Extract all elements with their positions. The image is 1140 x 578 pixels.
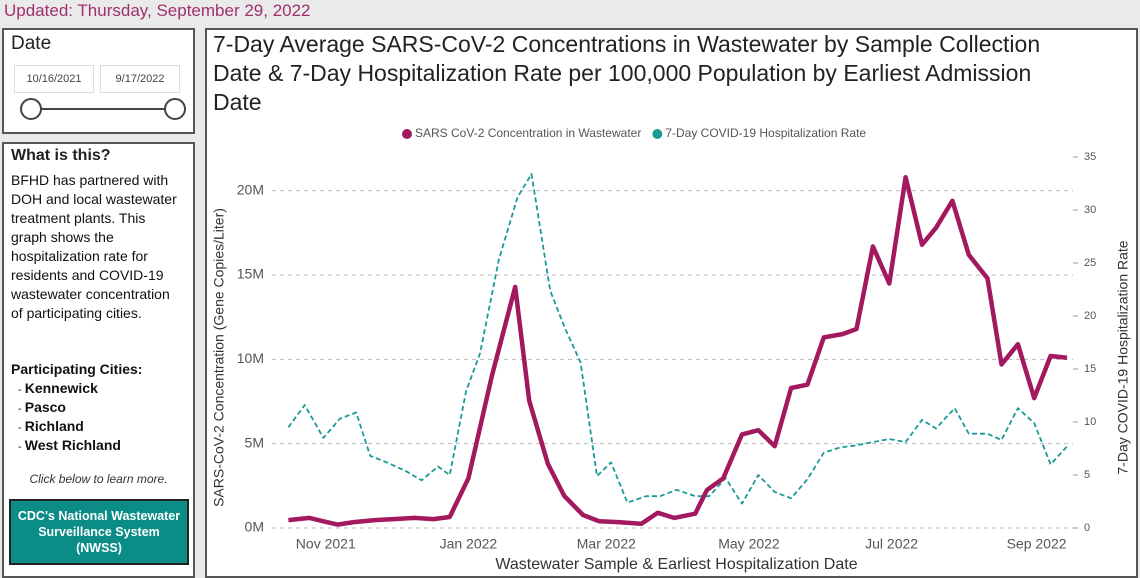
legend-label: SARS CoV-2 Concentration in Wastewater [415, 126, 641, 140]
chart-title: 7-Day Average SARS-CoV-2 Concentrations … [213, 31, 1041, 115]
date-to[interactable]: 9/17/2022 [100, 65, 180, 93]
info-title: What is this? [11, 147, 111, 164]
city: Kennewick [18, 380, 98, 396]
updated-date: Updated: Thursday, September 29, 2022 [4, 1, 311, 20]
x-tick-label: Nov 2021 [296, 536, 356, 552]
legend-marker [652, 129, 663, 139]
chart-panel: 7-Day Average SARS-CoV-2 Concentrations … [205, 28, 1138, 578]
y-tick-label: 10M [237, 350, 264, 366]
y2-tick-label: 30 [1084, 204, 1096, 216]
slider-handle-start[interactable] [20, 98, 42, 120]
y2-tick-label: 10 [1084, 416, 1096, 428]
x-tick-label: May 2022 [718, 536, 780, 552]
legend-marker [402, 129, 412, 139]
y2-tick-label: 0 [1084, 522, 1090, 534]
x-tick-label: Sep 2022 [1007, 536, 1067, 552]
chart: 0M 5M 10M 15M 20M 0 5 10 15 20 25 30 35 Nov 2021 Jan 2… [211, 126, 1131, 573]
click-note: Click below to learn more. [29, 472, 168, 486]
date-filter: Date 10/16/2021 9/17/2022 [2, 28, 195, 134]
y2-tick-label: 15 [1084, 363, 1096, 375]
x-tick-label: Jul 2022 [865, 536, 918, 552]
y2-tick-label: 25 [1084, 257, 1096, 269]
date-label: Date [11, 33, 52, 54]
y2-axis-title: 7-Day COVID-19 Hospitalization Rate [1115, 240, 1131, 474]
city: Richland [18, 418, 84, 434]
city: West Richland [18, 437, 121, 453]
slider-handle-end[interactable] [164, 98, 186, 120]
y-tick-label: 0M [245, 519, 264, 535]
y-tick-label: 15M [237, 266, 264, 282]
y2-tick-label: 5 [1084, 469, 1090, 481]
date-from[interactable]: 10/16/2021 [14, 65, 94, 93]
y-tick-label: 5M [245, 434, 264, 450]
info-panel: What is this? BFHD has partnered with DO… [2, 142, 195, 578]
slider-track [30, 108, 175, 110]
cities-label: Participating Cities: [11, 361, 143, 377]
nwss-button[interactable]: CDC's National Wastewater Surveillance S… [9, 499, 189, 565]
info-description: BFHD has partnered with DOH and local wa… [11, 172, 177, 321]
x-tick-label: Jan 2022 [440, 536, 498, 552]
legend-label: 7-Day COVID-19 Hospitalization Rate [665, 126, 866, 140]
city: Pasco [18, 399, 66, 415]
data-line [288, 174, 1068, 527]
x-axis-title: Wastewater Sample & Earliest Hospitaliza… [495, 556, 857, 573]
x-tick-label: Mar 2022 [577, 536, 636, 552]
y2-tick-label: 35 [1084, 151, 1096, 163]
y-tick-label: 20M [237, 181, 264, 197]
y2-tick-label: 20 [1084, 310, 1096, 322]
y-axis-title: SARS-CoV-2 Concentration (Gene Copies/Li… [211, 208, 227, 507]
data-line [287, 173, 1068, 505]
